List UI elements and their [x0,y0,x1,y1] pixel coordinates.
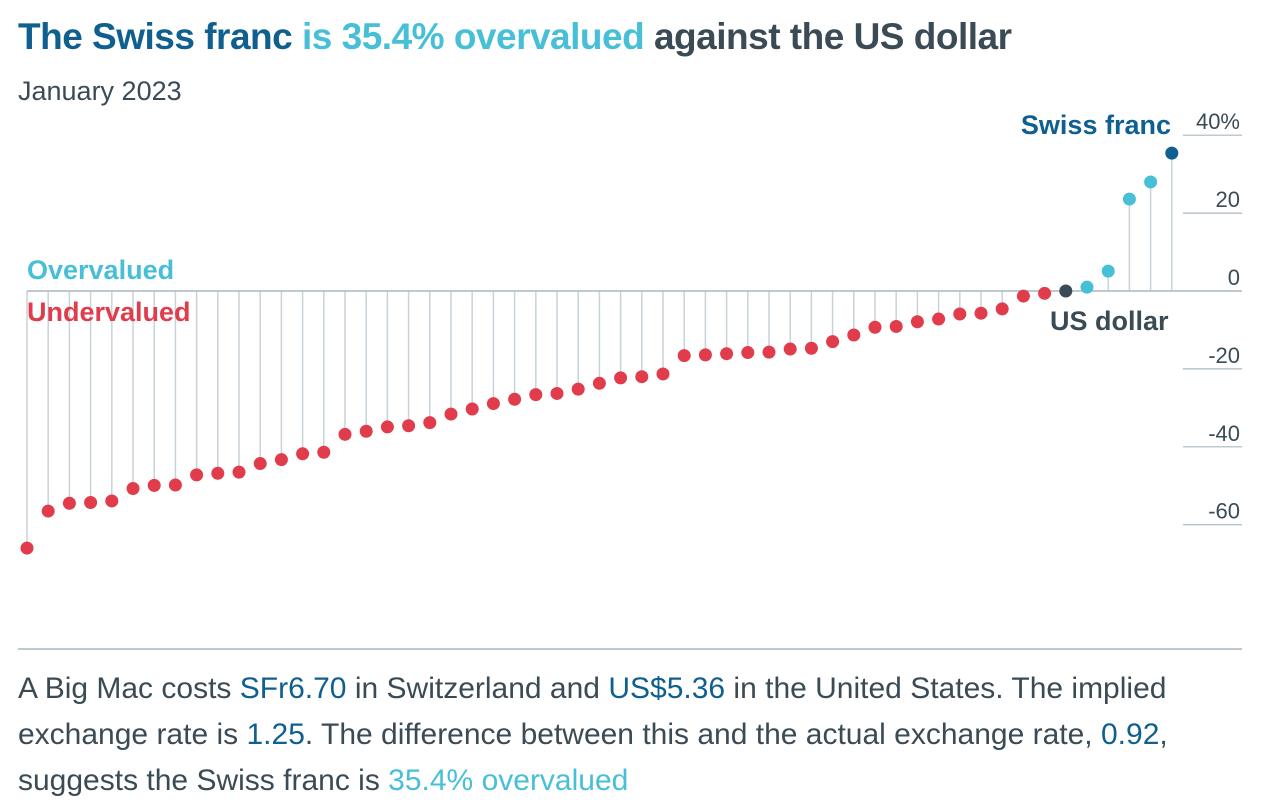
point-9 [211,466,225,480]
point-28 [614,371,628,385]
caption-text-1: A Big Mac costs [18,672,232,705]
caption-text-5: , suggests the Swiss franc is [18,718,1168,797]
point-4 [105,494,119,508]
stems [26,153,1173,549]
point-19 [423,416,437,430]
point-38 [826,335,840,349]
overvalued-label: Overvalued [27,255,174,285]
y-tick-label-5: -60 [1208,499,1240,524]
point-36 [783,342,797,356]
caption-actual-rate: 0.92 [1100,718,1160,751]
point-8 [190,468,204,482]
point-6 [147,478,161,492]
point-14 [317,445,331,459]
point-29 [635,370,649,384]
point-46 [995,302,1009,316]
us-dollar-label: US dollar [1050,306,1169,336]
title-part-2: is 35.4% overvalued [302,16,645,57]
y-tick-labels: 40% 20 0 -20 -40 -60 [1196,109,1240,524]
point-13 [296,447,310,461]
point-32 [698,348,712,362]
point-52 [1122,192,1136,206]
point-35 [762,345,776,359]
point-43 [932,312,946,326]
point-21 [465,402,479,416]
caption-text-3: in the United States. The implied exchan… [18,672,1167,751]
lollipop-chart: 40% 20 0 -20 -40 -60 Overvalued Undervalued S… [18,109,1242,650]
point-22 [486,397,500,411]
gridlines [1183,134,1242,526]
point-31 [677,349,691,363]
point-7 [168,478,182,492]
point-53 [1144,175,1158,189]
caption-price-chf: SFr6.70 [239,672,347,705]
point-20 [444,407,458,421]
title-part-3: against the US dollar [653,16,1012,57]
point-3 [84,495,98,509]
undervalued-label: Undervalued [27,297,191,327]
point-30 [656,367,670,381]
caption-overvaluation: 35.4% overvalued [388,764,629,797]
point-23 [508,392,522,406]
point-16 [359,424,373,438]
point-47 [1016,289,1030,303]
point-49 [1059,284,1073,298]
point-39 [847,328,861,342]
point-51 [1101,264,1115,278]
point-1 [41,504,55,518]
point-11 [253,457,267,471]
point-24 [529,388,543,402]
point-27 [592,376,606,390]
caption-implied-rate: 1.25 [246,718,305,751]
point-15 [338,427,352,441]
point-45 [974,306,988,320]
point-5 [126,481,140,495]
y-tick-label-4: -40 [1208,421,1240,446]
caption-text-4: . The difference between this and the ac… [304,718,1093,751]
point-33 [720,347,734,361]
point-12 [274,453,288,467]
point-34 [741,346,755,360]
point-18 [402,419,416,433]
point-26 [571,382,585,396]
point-17 [380,420,394,434]
y-tick-label-2: 0 [1228,265,1240,290]
point-37 [804,341,818,355]
swiss-franc-label: Swiss franc [1021,110,1171,140]
point-25 [550,386,564,400]
point-48 [1038,286,1052,300]
caption-text-2: in Switzerland and [354,672,600,705]
point-42 [910,315,924,329]
caption: A Big Mac costs SFr6.70 in Switzerland a… [18,666,1248,804]
data-points [20,146,1179,555]
point-44 [953,307,967,321]
point-54 [1165,146,1179,160]
y-tick-label-3: -20 [1208,343,1240,368]
point-50 [1080,280,1094,294]
point-2 [62,496,76,510]
point-40 [868,320,882,334]
y-tick-label-1: 20 [1216,187,1240,212]
chart-title: The Swiss franc is 35.4% overvalued agai… [18,16,1012,58]
caption-price-usd: US$5.36 [608,672,726,705]
y-tick-label-0: 40% [1196,109,1240,134]
chart-subtitle: January 2023 [18,76,182,106]
point-0 [20,541,34,555]
point-10 [232,465,246,479]
point-41 [889,319,903,333]
title-part-1: The Swiss franc [18,16,293,57]
